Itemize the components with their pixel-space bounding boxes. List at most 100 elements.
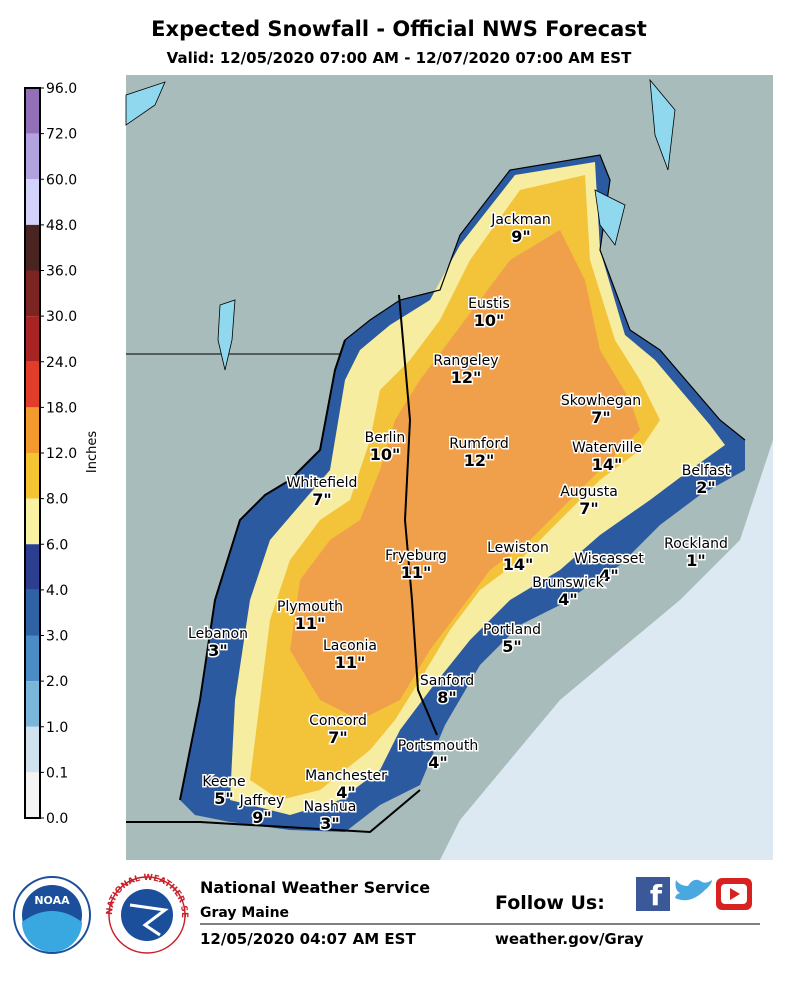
legend-tick-label: 72.0	[46, 127, 77, 143]
city-amount: 1"	[686, 551, 705, 570]
city-name: Manchester	[305, 768, 387, 784]
svg-text:f: f	[650, 879, 663, 912]
legend-tick-label: 6.0	[46, 537, 68, 553]
city-amount: 7"	[579, 499, 598, 518]
city-name: Brunswick	[532, 575, 604, 591]
legend-tick-label: 24.0	[46, 355, 77, 371]
city-amount: 4"	[558, 590, 577, 609]
facebook-icon[interactable]: f	[636, 877, 670, 912]
city-amount: 7"	[312, 490, 331, 509]
title: Expected Snowfall - Official NWS Forecas…	[151, 17, 647, 41]
legend-label: Inches	[85, 431, 100, 473]
legend-band	[25, 179, 40, 225]
legend-band	[25, 681, 40, 727]
legend-tick-label: 0.1	[46, 765, 68, 781]
legend-tick-label: 12.0	[46, 446, 77, 462]
city-amount: 7"	[591, 408, 610, 427]
city-name: Fryeburg	[385, 548, 447, 564]
city-amount: 5"	[214, 789, 233, 808]
city-name: Jaffrey	[239, 793, 285, 809]
city-name: Whitefield	[287, 475, 358, 491]
legend-tick-label: 60.0	[46, 172, 77, 188]
city-name: Portland	[483, 622, 541, 638]
legend-band	[25, 270, 40, 317]
city-amount: 9"	[511, 227, 530, 246]
youtube-icon[interactable]	[716, 878, 752, 910]
city-amount: 3"	[320, 814, 339, 833]
city-name: Waterville	[572, 440, 642, 456]
city-amount: 4"	[428, 753, 447, 772]
legend-band	[25, 316, 40, 362]
city-amount: 4"	[599, 566, 618, 585]
legend-tick-label: 8.0	[46, 492, 68, 508]
legend-band	[25, 361, 40, 408]
legend-tick-label: 30.0	[46, 309, 77, 325]
city-amount: 11"	[401, 563, 432, 582]
legend-tick-label: 3.0	[46, 629, 68, 645]
city-amount: 2"	[696, 478, 715, 497]
legend-tick-label: 0.0	[46, 811, 68, 827]
city-name: Laconia	[323, 638, 377, 654]
city-name: Portsmouth	[398, 738, 479, 754]
city-amount: 12"	[451, 368, 482, 387]
legend: Inches 96.0 72.0 60.0 48.0 36.0 30.0 24.0 18.0 1…	[24, 81, 100, 827]
map	[125, 75, 773, 860]
legend-tick-label: 18.0	[46, 400, 77, 416]
legend-band	[25, 133, 40, 180]
legend-band	[25, 224, 40, 271]
subtitle: Valid: 12/05/2020 07:00 AM - 12/07/2020 …	[167, 49, 632, 67]
city-amount: 5"	[502, 637, 521, 656]
legend-band	[25, 635, 40, 682]
legend-tick-label: 36.0	[46, 264, 77, 280]
city-name: Rockland	[664, 536, 728, 552]
city-name: Jackman	[490, 212, 551, 228]
city-amount: 14"	[592, 455, 623, 474]
city-amount: 11"	[295, 614, 326, 633]
city-name: Concord	[309, 713, 367, 729]
ocean	[440, 440, 773, 860]
city-name: Keene	[202, 774, 245, 790]
twitter-icon[interactable]	[675, 879, 712, 901]
legend-tick-label: 48.0	[46, 218, 77, 234]
city-name: Plymouth	[277, 599, 343, 615]
city-name: Sanford	[420, 673, 474, 689]
legend-band	[25, 544, 40, 590]
noaa-logo: NOAA	[13, 876, 91, 954]
city-name: Eustis	[468, 296, 510, 312]
legend-tick-label: 1.0	[46, 720, 68, 736]
snow-12-18	[290, 230, 640, 720]
legend-band	[25, 589, 40, 636]
city-amount: 7"	[328, 728, 347, 747]
url[interactable]: weather.gov/Gray	[495, 930, 644, 948]
city-amount: 3"	[208, 641, 227, 660]
legend-band	[25, 772, 40, 818]
legend-tick-label: 96.0	[46, 81, 77, 97]
city-amount: 12"	[464, 451, 495, 470]
city-name: Rumford	[449, 436, 509, 452]
follow: Follow Us:	[495, 892, 605, 914]
city-name: Wiscasset	[574, 551, 644, 567]
city-name: Nashua	[304, 799, 357, 815]
city-amount: 8"	[437, 688, 456, 707]
city-amount: 11"	[335, 653, 366, 672]
city-name: Lebanon	[188, 626, 248, 642]
city-amount: 4"	[336, 783, 355, 802]
issued: 12/05/2020 04:07 AM EST	[200, 930, 416, 948]
city-name: Skowhegan	[561, 393, 641, 409]
legend-tick-label: 2.0	[46, 674, 68, 690]
city-amount: 10"	[474, 311, 505, 330]
city-name: Belfast	[682, 463, 731, 479]
city-amount: 10"	[370, 445, 401, 464]
legend-tick-label: 4.0	[46, 583, 68, 599]
legend-band	[25, 726, 40, 773]
legend-band	[25, 407, 40, 453]
city-name: Rangeley	[433, 353, 498, 369]
city-name: Berlin	[365, 430, 406, 446]
noaa-text: NOAA	[34, 894, 70, 907]
city-name: Augusta	[560, 484, 618, 500]
office: National Weather Service	[200, 878, 430, 897]
legend-band	[25, 453, 40, 499]
legend-band	[25, 498, 40, 545]
city-amount: 9"	[252, 808, 271, 827]
